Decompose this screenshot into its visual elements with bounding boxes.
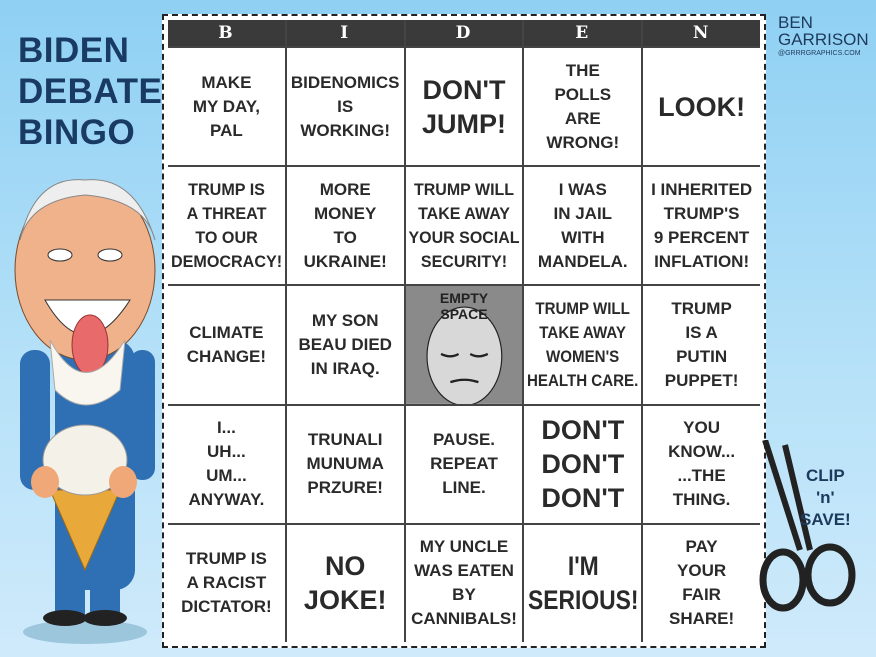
bingo-cell-text: PAUSE. REPEAT LINE. [430, 430, 498, 498]
page-title: BIDEN DEBATE BINGO [18, 30, 163, 153]
bingo-cell-text: MY SON BEAU DIED IN IRAQ. [298, 310, 392, 378]
bingo-cell-text: THE POLLS ARE WRONG! [546, 60, 620, 152]
bingo-cell[interactable]: MY SON BEAU DIED IN IRAQ. [286, 286, 404, 404]
scissors-icon [759, 440, 856, 612]
bingo-cell[interactable]: TRUMP IS A PUTIN PUPPET! [643, 286, 760, 404]
bingo-cell-text: TRUMP IS A PUTIN PUPPET! [664, 298, 739, 390]
face-drawing [405, 286, 523, 404]
bingo-cell-text: TRUNALI MUNUMA PRZURE! [306, 430, 384, 498]
bingo-grid: B I D E N MAKE MY DAY, PAL BIDENOMICS IS WORKI… [168, 20, 760, 642]
bingo-cell[interactable]: MY UNCLE WAS EATEN BY CANNIBALS! [405, 524, 523, 642]
bingo-cell[interactable]: LOOK! [643, 48, 760, 166]
bingo-cell[interactable]: DON'T DON'T DON'T [524, 405, 642, 523]
column-header-n: N [643, 20, 760, 46]
bingo-cell-text: I'M SERIOUS! [527, 551, 639, 616]
bingo-cell[interactable]: PAY YOUR FAIR SHARE! [643, 524, 760, 642]
bingo-cell[interactable]: MAKE MY DAY, PAL [168, 48, 285, 166]
bingo-cell-text: TRUMP IS A RACIST DICTATOR! [181, 549, 272, 617]
bingo-cell-text: NO JOKE! [303, 551, 387, 616]
bingo-cell-text: LOOK! [658, 91, 746, 122]
bingo-card: B I D E N MAKE MY DAY, PAL BIDENOMICS IS WORKI… [162, 14, 766, 648]
title-line: BIDEN [18, 31, 130, 70]
bingo-cell[interactable]: PAUSE. REPEAT LINE. [405, 405, 523, 523]
bingo-cell[interactable]: THE POLLS ARE WRONG! [524, 48, 642, 166]
free-space-label: EMPTY SPACE [439, 290, 489, 323]
bingo-cell-text: I... UH... UM... ANYWAY. [188, 418, 265, 510]
bingo-cell-text: PAY YOUR FAIR SHARE! [669, 537, 735, 629]
bingo-cell[interactable]: DON'T JUMP! [405, 48, 523, 166]
column-header-i: I [286, 20, 404, 46]
bingo-cell-text: CLIMATE CHANGE! [186, 322, 267, 366]
bingo-cell-text: TRUMP WILL TAKE AWAY YOUR SOCIAL SECURIT… [408, 179, 520, 271]
bingo-cell[interactable]: CLIMATE CHANGE! [168, 286, 285, 404]
bingo-cell-text: MORE MONEY TO UKRAINE! [303, 179, 387, 271]
title-line: BINGO [18, 113, 136, 152]
column-header-d: D [405, 20, 523, 46]
biden-caricature [14, 179, 156, 644]
credit-name: GARRISON [778, 30, 869, 49]
bingo-cell[interactable]: MORE MONEY TO UKRAINE! [286, 167, 404, 285]
bingo-cell-text: DON'T JUMP! [421, 74, 506, 139]
bingo-cell-text: TRUMP WILL TAKE AWAY WOMEN'S HEALTH CARE… [527, 298, 639, 390]
bingo-cell-text: BIDENOMICS IS WORKING! [290, 72, 400, 140]
bingo-cell[interactable]: I'M SERIOUS! [524, 524, 642, 642]
free-space-cell[interactable]: EMPTY SPACE [405, 286, 523, 404]
bingo-cell-text: DON'T DON'T DON'T [541, 415, 625, 514]
column-header-b: B [168, 20, 285, 46]
bingo-cell-text: I WAS IN JAIL WITH MANDELA. [537, 179, 628, 271]
credit-website: @GRRRGRAPHICS.COM [778, 50, 861, 57]
bingo-cell[interactable]: I... UH... UM... ANYWAY. [168, 405, 285, 523]
bingo-cell[interactable]: TRUMP IS A THREAT TO OUR DEMOCRACY! [168, 167, 285, 285]
bingo-cell-text: I INHERITED TRUMP'S 9 PERCENT INFLATION! [651, 179, 753, 271]
bingo-cell[interactable]: TRUMP WILL TAKE AWAY WOMEN'S HEALTH CARE… [524, 286, 642, 404]
bingo-cell-text: MAKE MY DAY, PAL [192, 72, 260, 140]
bingo-cell[interactable]: TRUNALI MUNUMA PRZURE! [286, 405, 404, 523]
bingo-cell[interactable]: I INHERITED TRUMP'S 9 PERCENT INFLATION! [643, 167, 760, 285]
bingo-cell[interactable]: TRUMP IS A RACIST DICTATOR! [168, 524, 285, 642]
credit-name: BEN [778, 13, 813, 32]
bingo-cell[interactable]: YOU KNOW... ...THE THING. [643, 405, 760, 523]
column-header-e: E [524, 20, 642, 46]
bingo-cell-text: YOU KNOW... ...THE THING. [668, 418, 736, 510]
artist-credit: BEN GARRISON @GRRRGRAPHICS.COM [778, 14, 869, 57]
bingo-cell-text: MY UNCLE WAS EATEN BY CANNIBALS! [411, 537, 517, 629]
bingo-cell[interactable]: BIDENOMICS IS WORKING! [286, 48, 404, 166]
title-line: DEBATE [18, 72, 163, 111]
bingo-cell-text: TRUMP IS A THREAT TO OUR DEMOCRACY! [170, 179, 282, 271]
bingo-cell[interactable]: NO JOKE! [286, 524, 404, 642]
bingo-cell[interactable]: I WAS IN JAIL WITH MANDELA. [524, 167, 642, 285]
clip-n-save-label: CLIP 'n' SAVE! [800, 466, 851, 529]
bingo-cell[interactable]: TRUMP WILL TAKE AWAY YOUR SOCIAL SECURIT… [405, 167, 523, 285]
